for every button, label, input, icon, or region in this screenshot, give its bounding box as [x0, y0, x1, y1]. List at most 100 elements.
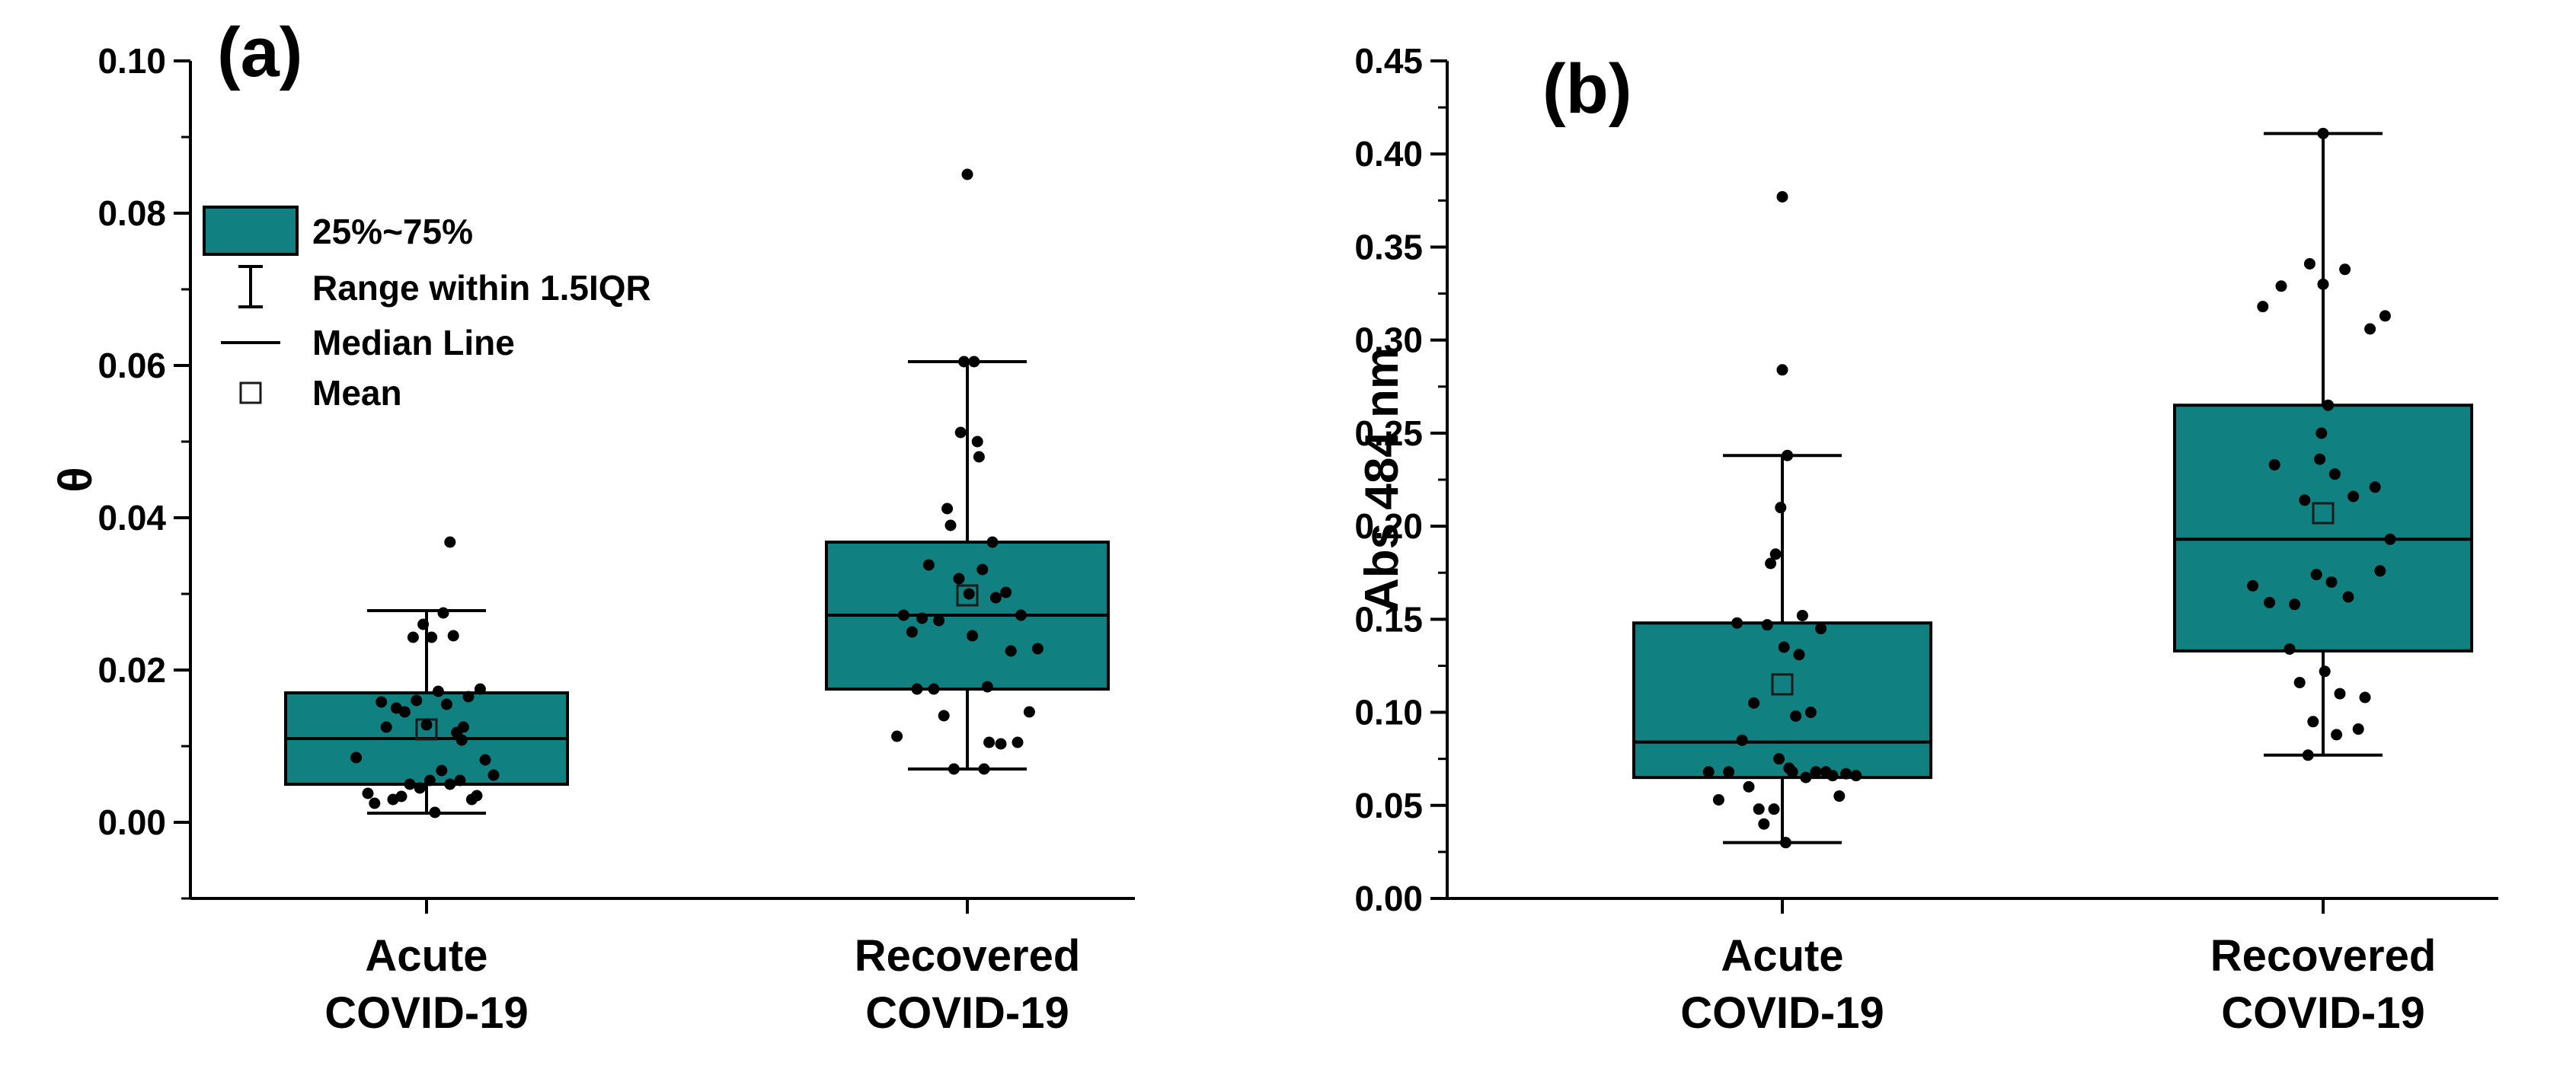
data-point	[1793, 649, 1805, 661]
mean-marker	[1771, 673, 1794, 696]
data-point	[968, 356, 980, 368]
data-point	[1769, 548, 1782, 560]
data-point	[1731, 617, 1743, 629]
data-point	[380, 721, 392, 733]
data-point	[362, 787, 374, 799]
data-point	[2379, 310, 2391, 322]
legend-label: Mean	[312, 373, 402, 413]
data-point	[2342, 591, 2354, 603]
x-tick-label: COVID-19	[2221, 988, 2425, 1038]
data-point	[432, 685, 444, 697]
data-point	[407, 631, 419, 643]
legend-label: 25%~75%	[312, 212, 473, 251]
data-point	[420, 719, 433, 731]
data-point	[350, 751, 363, 764]
data-point	[2303, 257, 2316, 270]
legend-box-swatch	[203, 206, 299, 256]
data-point	[440, 698, 452, 710]
y-tick-label: 0.10	[1354, 693, 1423, 732]
y-axis-title: θ	[50, 467, 102, 493]
data-point	[1827, 770, 1839, 782]
legend-label: Median Line	[312, 323, 515, 362]
y-tick-label: 0.45	[1354, 41, 1423, 81]
y-tick-label: 0.15	[1354, 599, 1423, 639]
y-axis-title: Abs 484 nm	[1356, 347, 1408, 612]
data-point	[2319, 665, 2331, 678]
data-point	[376, 696, 388, 708]
y-tick-label: 0.20	[1354, 506, 1423, 546]
data-point	[1005, 645, 1017, 657]
data-point	[1810, 766, 1822, 778]
data-point	[1743, 780, 1755, 793]
data-point	[2352, 723, 2364, 736]
x-tick-label: Acute	[1721, 931, 1843, 981]
data-point	[967, 630, 979, 642]
data-point	[2384, 533, 2396, 545]
data-point	[2328, 468, 2341, 480]
data-point	[2314, 453, 2326, 465]
y-tick-label: 0.25	[1354, 413, 1423, 453]
data-point	[1790, 710, 1802, 722]
data-point	[953, 573, 965, 585]
data-point	[423, 774, 436, 787]
data-point	[938, 710, 950, 722]
x-tick-label: Acute	[365, 931, 487, 981]
panel-label: (b)	[1542, 50, 1632, 128]
data-point	[1765, 557, 1777, 570]
data-point	[2374, 565, 2386, 577]
data-point	[411, 694, 423, 707]
data-point	[2334, 688, 2346, 700]
y-tick-label: 0.30	[1354, 321, 1423, 360]
data-point	[1786, 766, 1798, 778]
data-point	[948, 763, 960, 775]
mean-marker	[2312, 502, 2335, 525]
data-point	[462, 691, 475, 703]
legend-label: Range within 1.5IQR	[312, 268, 651, 308]
y-tick-label: 0.40	[1354, 134, 1423, 174]
data-point	[1748, 697, 1760, 709]
data-point	[444, 536, 456, 548]
data-point	[911, 683, 923, 695]
data-point	[1712, 793, 1724, 806]
data-point	[1778, 641, 1790, 653]
data-point	[429, 806, 441, 819]
data-point	[1796, 609, 1808, 621]
data-point	[1782, 449, 1794, 461]
data-point	[1775, 502, 1787, 514]
data-point	[1800, 771, 1812, 783]
data-point	[1804, 707, 1817, 719]
data-point	[1031, 643, 1044, 655]
data-point	[455, 734, 468, 746]
data-point	[2247, 579, 2259, 592]
data-point	[928, 683, 940, 695]
data-point	[1012, 736, 1024, 748]
data-point	[417, 618, 430, 630]
y-tick-label: 0.35	[1354, 227, 1423, 266]
data-point	[2257, 301, 2269, 313]
data-point	[897, 609, 909, 621]
x-tick-label: COVID-19	[865, 988, 1069, 1038]
data-point	[983, 736, 996, 748]
data-point	[2369, 481, 2381, 493]
data-point	[891, 730, 903, 742]
data-point	[479, 754, 491, 766]
data-point	[436, 764, 448, 777]
y-tick-label: 0.00	[97, 803, 166, 842]
data-point	[2339, 263, 2351, 276]
y-tick-label: 0.02	[97, 650, 166, 690]
legend-mean-swatch	[239, 381, 262, 404]
data-point	[944, 519, 957, 531]
data-point	[454, 774, 466, 787]
data-point	[973, 451, 985, 463]
data-point	[369, 797, 381, 809]
data-point	[961, 168, 973, 180]
panel-label: (a)	[217, 14, 302, 91]
data-point	[2316, 427, 2328, 439]
data-point	[1840, 767, 1852, 780]
data-point	[1758, 818, 1770, 830]
mean-marker	[956, 584, 979, 607]
data-point	[933, 614, 945, 627]
data-point	[2268, 458, 2280, 471]
data-point	[395, 790, 407, 803]
data-point	[2302, 749, 2314, 761]
